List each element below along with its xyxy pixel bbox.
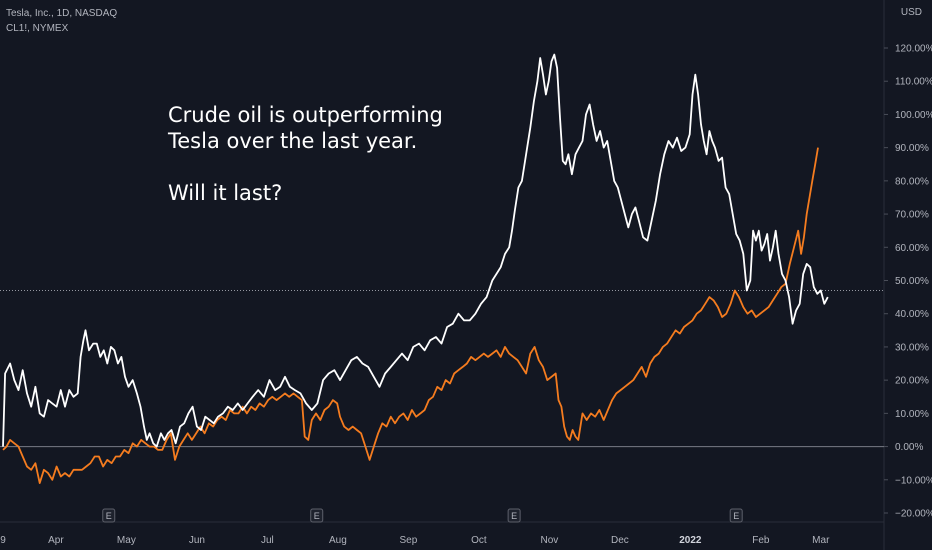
x-tick-label: Apr [48, 535, 64, 546]
y-tick-label: 120.00% [895, 44, 932, 55]
y-axis: 120.00% 110.00% 100.00% 90.00% 80.00% 70.00% 6… [884, 44, 932, 520]
earnings-marker-box [729, 508, 743, 523]
x-tick-label: Oct [471, 535, 487, 546]
tesla-series-line [2, 53, 829, 448]
earnings-marker-label: E [314, 511, 320, 521]
y-tick-label: 20.00% [895, 376, 929, 387]
chart-legend: Tesla, Inc., 1D, NASDAQ CL1!, NYMEX [6, 6, 117, 36]
earnings-marker-label: E [106, 511, 112, 521]
x-tick-label: Jul [261, 535, 274, 546]
y-tick-label: 110.00% [895, 77, 932, 88]
x-tick-label: Jun [189, 535, 205, 546]
earnings-marker-box [507, 508, 521, 523]
crude-oil-series-line [2, 147, 819, 485]
y-tick-label: 70.00% [895, 210, 929, 221]
y-tick-label: 10.00% [895, 409, 929, 420]
x-tick-label: Dec [611, 535, 629, 546]
currency-label[interactable]: USD [900, 7, 922, 18]
y-tick-label: 0.00% [895, 442, 923, 453]
x-tick-label: Feb [752, 535, 770, 546]
earnings-marker[interactable]: E [507, 508, 521, 523]
annotation-line-1: Crude oil is outperforming [168, 103, 443, 127]
x-tick-label: Mar [812, 535, 830, 546]
earnings-marker-box [310, 508, 324, 523]
y-tick-label: −20.00% [895, 509, 932, 520]
earnings-marker[interactable]: E [729, 508, 743, 523]
legend-tesla[interactable]: Tesla, Inc., 1D, NASDAQ [6, 8, 118, 19]
x-tick-label: May [117, 535, 136, 546]
x-tick-label: Aug [329, 535, 347, 546]
earnings-marker[interactable]: E [102, 508, 116, 523]
legend-crude[interactable]: CL1!, NYMEX [6, 23, 69, 34]
y-tick-label: −10.00% [895, 475, 932, 486]
earnings-marker-label: E [733, 511, 739, 521]
x-tick-label: Sep [399, 535, 417, 546]
earnings-marker-box [102, 508, 116, 523]
annotation-line-2: Tesla over the last year. [168, 129, 418, 153]
x-tick-label: 9 [0, 535, 6, 546]
earnings-marker-label: E [511, 511, 517, 521]
x-tick-label: 2022 [679, 535, 702, 546]
y-tick-label: 30.00% [895, 342, 929, 353]
x-tick-label: Nov [540, 535, 558, 546]
y-tick-label: 50.00% [895, 276, 929, 287]
annotation-line-3: Will it last? [168, 181, 283, 205]
earnings-marker[interactable]: E [310, 508, 324, 523]
x-axis: 9 Apr May Jun Jul Aug Sep Oct Nov Dec 2022 Feb Mar [0, 535, 830, 546]
y-tick-label: 60.00% [895, 243, 929, 254]
y-tick-label: 90.00% [895, 143, 929, 154]
y-tick-label: 100.00% [895, 110, 932, 121]
chart-annotation: Crude oil is outperforming Tesla over th… [168, 102, 443, 206]
y-tick-label: 40.00% [895, 309, 929, 320]
y-tick-label: 80.00% [895, 176, 929, 187]
